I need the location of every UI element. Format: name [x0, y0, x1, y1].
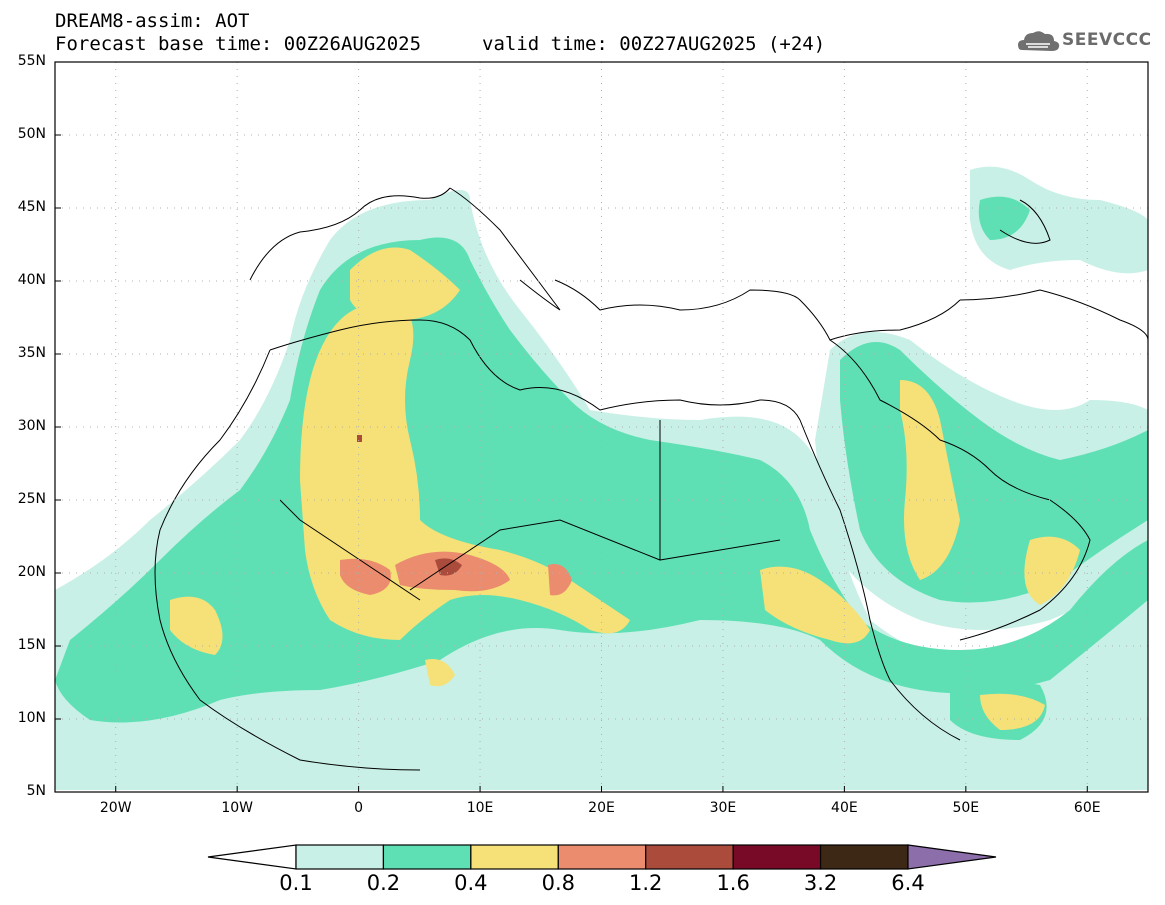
lat-label-35n: 35N: [17, 345, 46, 361]
colorbar: [207, 844, 997, 870]
lat-label-10n: 10N: [17, 710, 46, 726]
colorbar-cell: [470, 844, 559, 870]
colorbar-label: 0.4: [454, 871, 488, 895]
colorbar-label: 0.2: [366, 871, 401, 895]
lat-label-40n: 40N: [17, 272, 46, 288]
lat-label-55n: 55N: [17, 53, 46, 69]
colorbar-label: 6.4: [891, 871, 925, 895]
colorbar-over-arrow: [907, 844, 997, 870]
base-time-label: Forecast base time: 00Z26AUG2025: [55, 33, 422, 55]
colorbar-label: 0.8: [541, 871, 575, 895]
lon-label-30e: 30E: [709, 800, 737, 816]
grid-lines: [55, 62, 1148, 792]
lat-label-25n: 25N: [17, 491, 46, 507]
map-title: DREAM8-assim: AOT: [55, 10, 250, 32]
lat-label-30n: 30N: [17, 418, 46, 434]
colorbar-cell: [295, 844, 385, 870]
lon-label-0: 0: [354, 800, 364, 816]
lon-label-10e: 10E: [466, 800, 494, 816]
cloud-logo-icon: [1018, 31, 1060, 51]
lat-label-50n: 50N: [17, 126, 46, 142]
lat-label-5n: 5N: [26, 783, 46, 799]
colorbar-cell: [557, 844, 647, 870]
colorbar-cell: [732, 844, 822, 870]
colorbar-label: 3.2: [803, 871, 838, 895]
colorbar-under-arrow: [207, 844, 297, 870]
colorbar-cell: [382, 844, 472, 870]
valid-time-label: valid time: 00Z27AUG2025 (+24): [482, 33, 826, 55]
lon-label-40e: 40E: [831, 800, 858, 816]
lon-label-20w: 20W: [99, 800, 132, 816]
lat-label-45n: 45N: [17, 199, 46, 215]
lon-label-60e: 60E: [1073, 800, 1101, 816]
colorbar-label: 1.2: [629, 871, 663, 895]
colorbar-label: 1.6: [716, 871, 750, 895]
lat-label-20n: 20N: [17, 564, 46, 580]
lon-label-10w: 10W: [221, 800, 253, 816]
colorbar-label: 0.1: [279, 871, 313, 895]
lat-label-15n: 15N: [17, 637, 46, 653]
lon-label-50e: 50E: [952, 800, 980, 816]
aot-fields: [55, 166, 1148, 790]
lon-label-20e: 20E: [588, 800, 615, 816]
colorbar-cell: [645, 844, 734, 870]
colorbar-cell: [819, 844, 909, 870]
logo-text: SEEVCCC: [1062, 30, 1152, 50]
